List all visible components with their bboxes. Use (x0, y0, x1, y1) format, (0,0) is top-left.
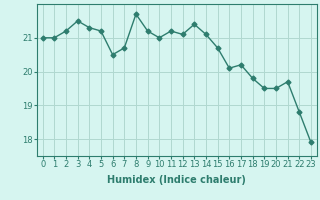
X-axis label: Humidex (Indice chaleur): Humidex (Indice chaleur) (108, 175, 246, 185)
